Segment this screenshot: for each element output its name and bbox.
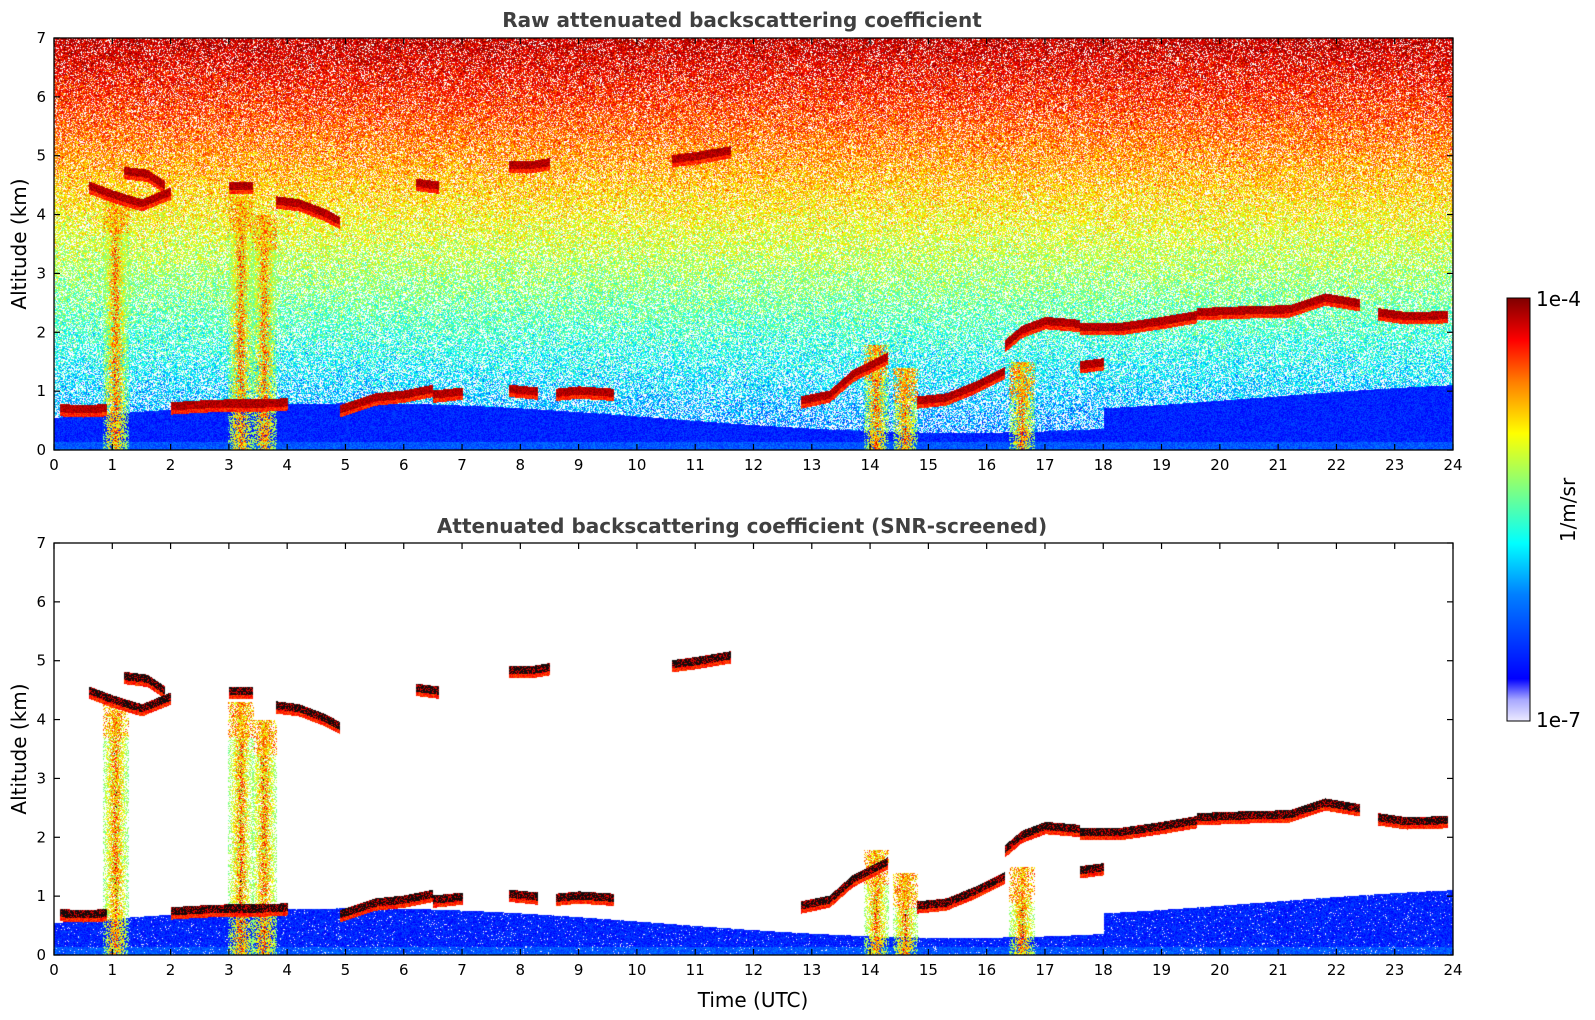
y-tick-label: 4 <box>36 711 46 729</box>
x-tick-label: 0 <box>49 961 59 979</box>
x-tick-label: 4 <box>282 456 292 474</box>
x-tick-label: 5 <box>341 961 351 979</box>
chart-title: Raw attenuated backscattering coefficien… <box>502 8 982 32</box>
heatmap-image <box>54 38 1453 450</box>
x-tick-label: 3 <box>224 456 234 474</box>
x-tick-label: 23 <box>1385 961 1404 979</box>
x-tick-label: 20 <box>1210 456 1229 474</box>
y-tick-label: 6 <box>36 593 46 611</box>
y-tick-label: 4 <box>36 206 46 224</box>
x-tick-label: 4 <box>282 961 292 979</box>
x-tick-label: 16 <box>977 961 996 979</box>
y-tick-label: 5 <box>36 652 46 670</box>
axis-ticks: 0 1 2 3 4 5 6 7 8 9 10 11 12 13 14 15 16 17 18 19 20 21 22 23 24… <box>36 29 1462 474</box>
colorbar-min-label: 1e-7 <box>1536 708 1581 732</box>
x-tick-label: 3 <box>224 961 234 979</box>
x-tick-label: 5 <box>341 456 351 474</box>
x-tick-label: 19 <box>1152 961 1171 979</box>
x-tick-label: 12 <box>744 456 763 474</box>
y-tick-label: 0 <box>36 946 46 964</box>
x-tick-label: 7 <box>457 456 467 474</box>
x-tick-label: 21 <box>1269 961 1288 979</box>
x-tick-label: 2 <box>166 961 176 979</box>
y-tick-label: 5 <box>36 147 46 165</box>
y-tick-label: 1 <box>36 887 46 905</box>
x-tick-label: 19 <box>1152 456 1171 474</box>
x-tick-label: 13 <box>802 961 821 979</box>
x-tick-label: 17 <box>1035 456 1054 474</box>
y-tick-label: 3 <box>36 264 46 282</box>
panel-raw: Raw attenuated backscattering coefficien… <box>7 8 1463 474</box>
y-axis-label: Altitude (km) <box>7 683 31 814</box>
x-tick-label: 14 <box>861 456 880 474</box>
y-tick-label: 3 <box>36 769 46 787</box>
y-tick-label: 6 <box>36 88 46 106</box>
x-tick-label: 15 <box>919 456 938 474</box>
x-tick-label: 8 <box>516 961 526 979</box>
x-tick-label: 7 <box>457 961 467 979</box>
x-tick-label: 15 <box>919 961 938 979</box>
x-tick-label: 18 <box>1094 961 1113 979</box>
x-tick-label: 18 <box>1094 456 1113 474</box>
x-tick-label: 6 <box>399 961 409 979</box>
x-tick-label: 24 <box>1443 961 1462 979</box>
x-tick-label: 11 <box>686 961 705 979</box>
y-tick-label: 1 <box>36 382 46 400</box>
x-tick-label: 1 <box>108 456 118 474</box>
x-tick-label: 0 <box>49 456 59 474</box>
x-tick-label: 23 <box>1385 456 1404 474</box>
x-tick-label: 2 <box>166 456 176 474</box>
y-tick-label: 7 <box>36 29 46 47</box>
panel-screened: Attenuated backscattering coefficient (S… <box>7 514 1463 1012</box>
x-axis-label: Time (UTC) <box>697 988 809 1012</box>
x-tick-label: 6 <box>399 456 409 474</box>
x-tick-label: 14 <box>861 961 880 979</box>
x-tick-label: 21 <box>1269 456 1288 474</box>
x-tick-label: 10 <box>627 961 646 979</box>
colorbar-gradient <box>1506 297 1531 722</box>
y-tick-label: 2 <box>36 828 46 846</box>
x-tick-label: 9 <box>574 961 584 979</box>
x-tick-label: 12 <box>744 961 763 979</box>
x-tick-label: 24 <box>1443 456 1462 474</box>
y-axis-label: Altitude (km) <box>7 178 31 309</box>
x-tick-label: 1 <box>108 961 118 979</box>
heatmap-image <box>54 543 1453 955</box>
x-tick-label: 9 <box>574 456 584 474</box>
chart-title: Attenuated backscattering coefficient (S… <box>437 514 1047 538</box>
x-tick-label: 22 <box>1327 961 1346 979</box>
x-tick-label: 20 <box>1210 961 1229 979</box>
x-tick-label: 16 <box>977 456 996 474</box>
y-tick-label: 7 <box>36 534 46 552</box>
y-tick-label: 0 <box>36 441 46 459</box>
x-tick-label: 13 <box>802 456 821 474</box>
colorbar: 1e-4 1e-7 1/m/sr <box>1506 287 1581 732</box>
axis-ticks: 0 1 2 3 4 5 6 7 8 9 10 11 12 13 14 15 16 17 18 19 20 21 22 23 24… <box>36 534 1462 979</box>
x-tick-label: 17 <box>1035 961 1054 979</box>
x-tick-label: 11 <box>686 456 705 474</box>
colorbar-unit-label: 1/m/sr <box>1556 477 1580 542</box>
y-tick-label: 2 <box>36 323 46 341</box>
colorbar-max-label: 1e-4 <box>1536 287 1581 311</box>
x-tick-label: 8 <box>516 456 526 474</box>
x-tick-label: 22 <box>1327 456 1346 474</box>
x-tick-label: 10 <box>627 456 646 474</box>
